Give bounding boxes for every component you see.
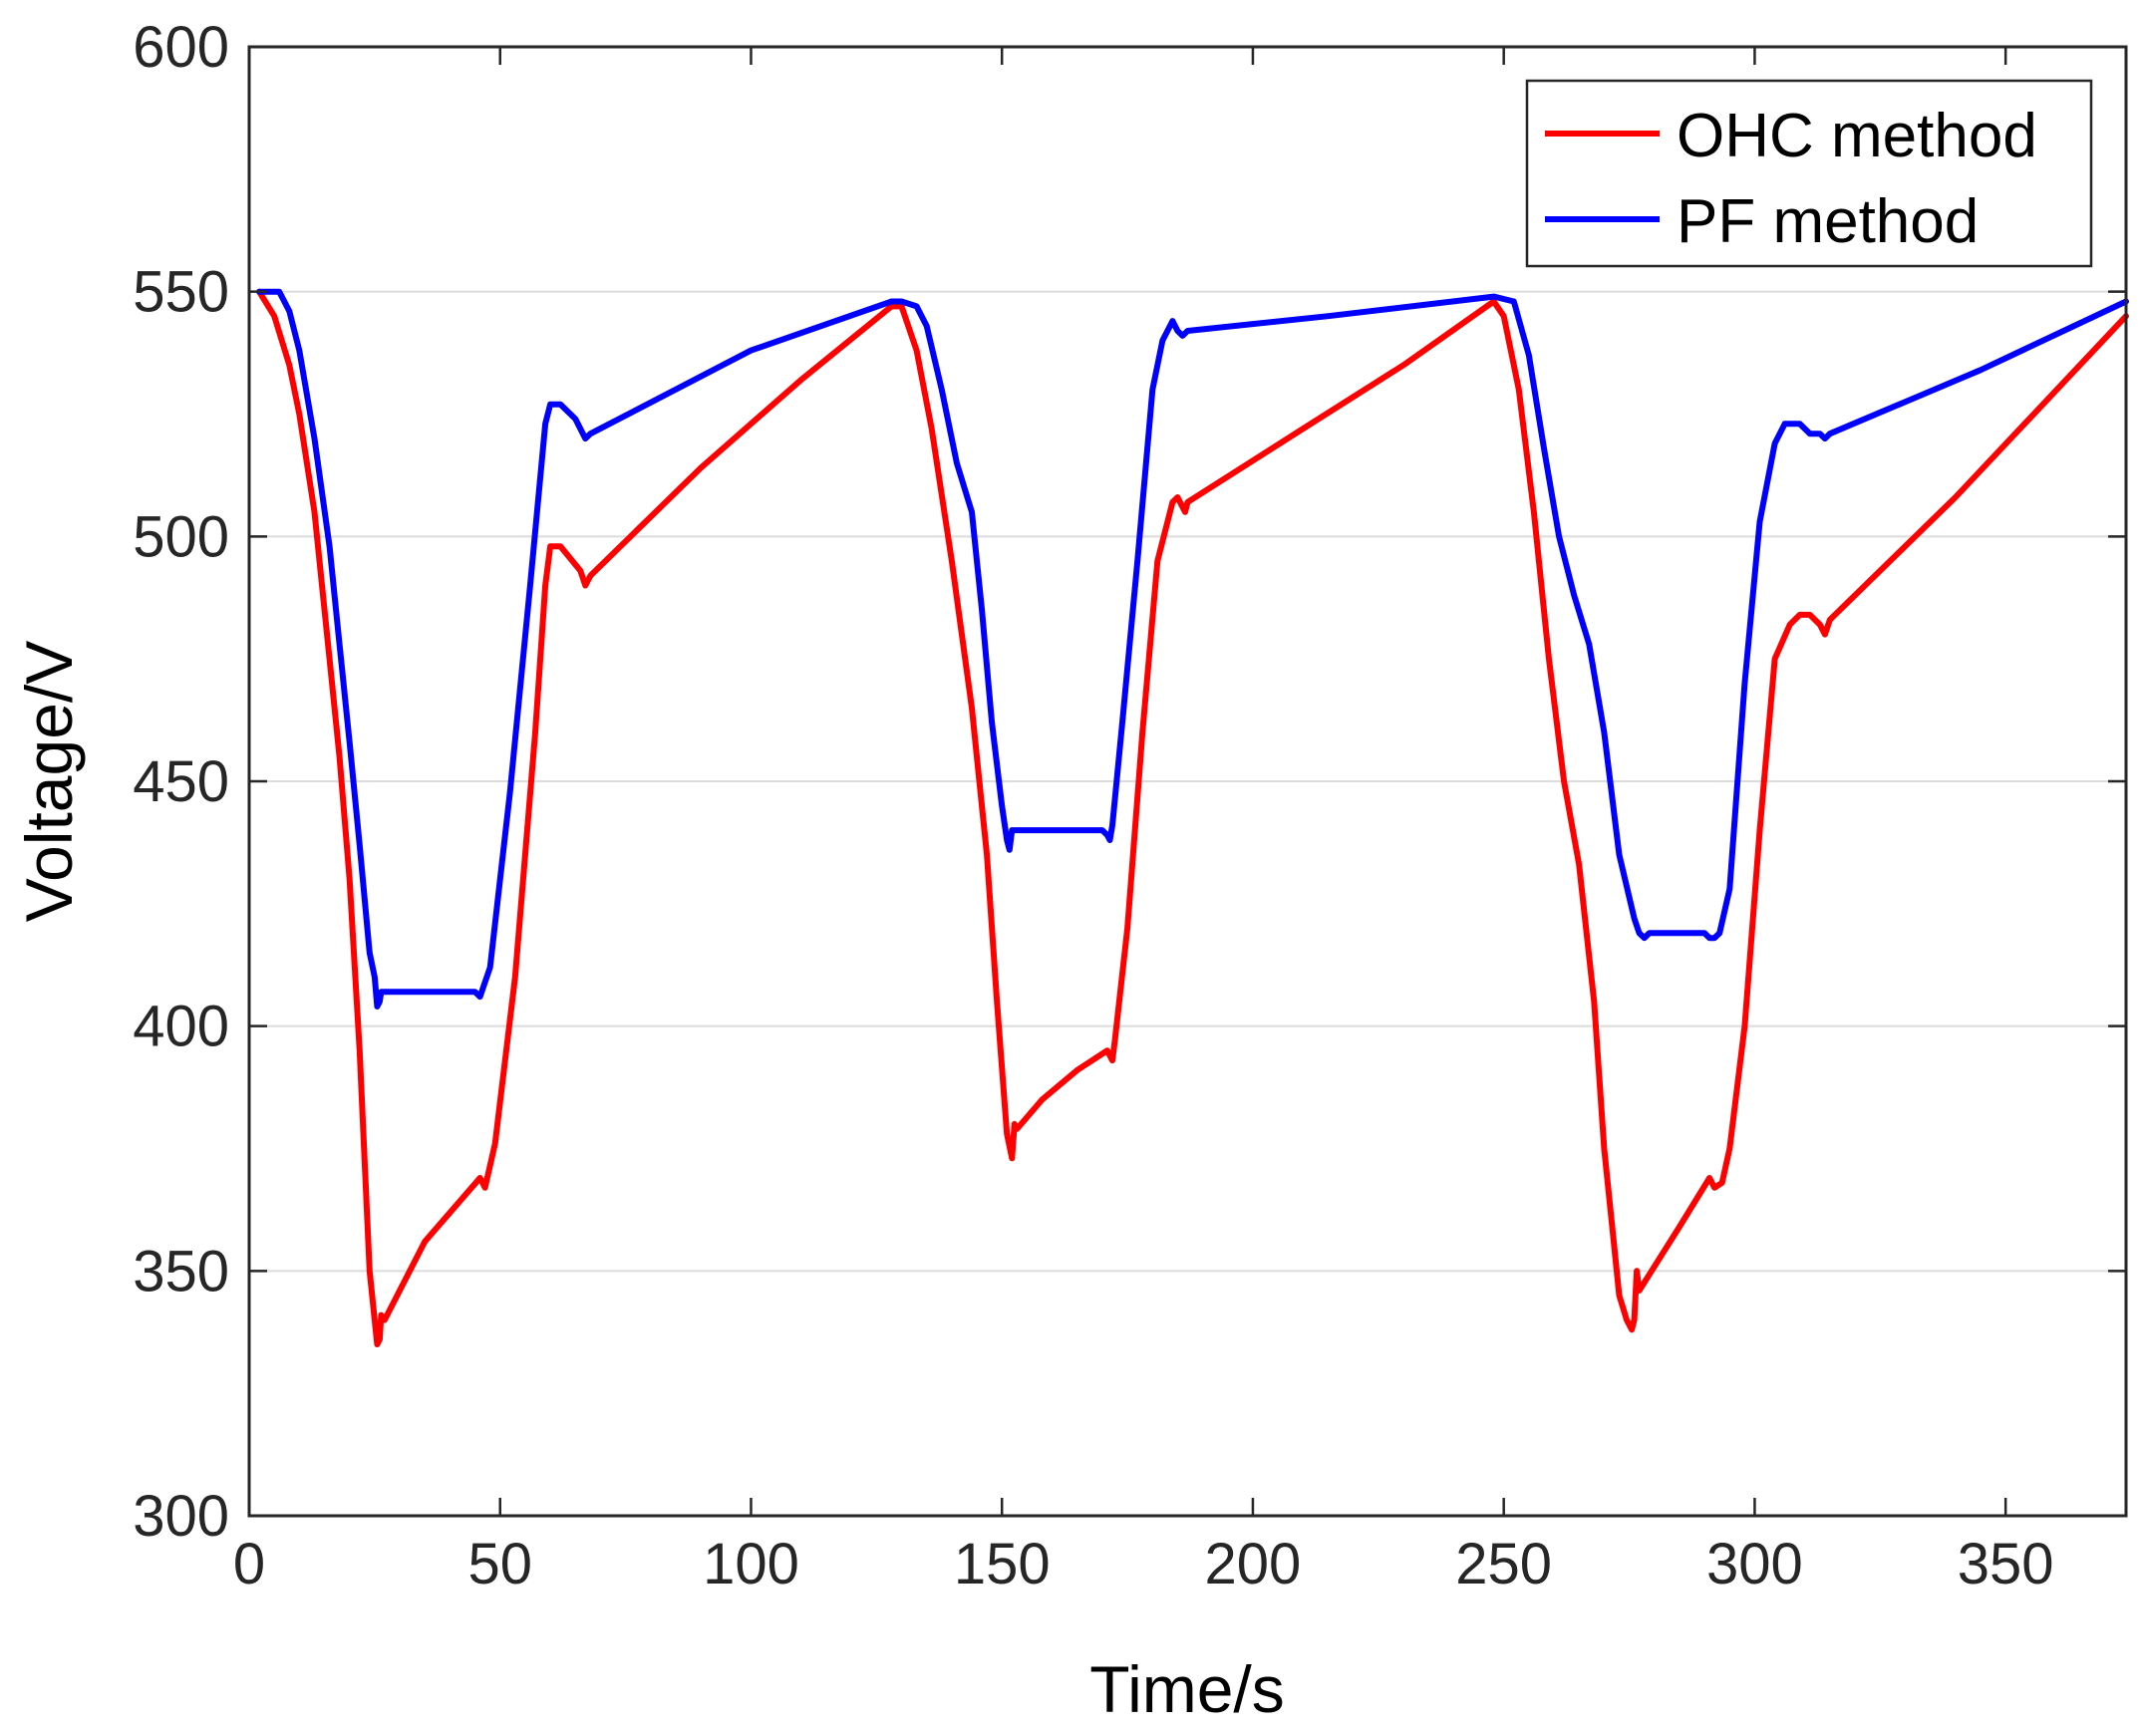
y-tick-label: 500 xyxy=(133,504,229,569)
x-tick-label: 150 xyxy=(954,1532,1051,1596)
x-tick-label: 300 xyxy=(1706,1532,1803,1596)
legend-box xyxy=(1525,79,2093,268)
x-tick-label: 100 xyxy=(703,1532,799,1596)
series-line-pf-method xyxy=(256,288,2129,1010)
y-tick-label: 600 xyxy=(133,15,229,80)
series-line-ohc-method xyxy=(256,288,2129,1347)
x-tick-label: 200 xyxy=(1205,1532,1302,1596)
series-lines xyxy=(256,288,2129,1347)
x-axis-title: Time/s xyxy=(1089,1652,1285,1726)
y-axis-title: Voltage/V xyxy=(12,641,86,923)
legend: OHC method PF method xyxy=(1525,79,2093,268)
y-tick-label: 450 xyxy=(133,749,229,814)
grid-lines xyxy=(249,290,2126,1273)
y-tick-label: 400 xyxy=(133,995,229,1059)
y-tick-label: 350 xyxy=(133,1239,229,1303)
y-tick-label: 550 xyxy=(133,260,229,325)
x-tick-label: 50 xyxy=(467,1532,532,1596)
y-axis-ticks: 300 350 400 450 500 550 600 xyxy=(133,15,2126,1549)
x-tick-label: 350 xyxy=(1958,1532,2054,1596)
x-tick-label: 0 xyxy=(233,1532,265,1596)
legend-label-ohc: OHC method xyxy=(1677,102,2037,170)
y-tick-label: 300 xyxy=(133,1484,229,1549)
x-tick-label: 250 xyxy=(1455,1532,1552,1596)
x-axis-ticks: 0 50 100 150 200 250 300 350 xyxy=(233,47,2054,1596)
legend-label-pf: PF method xyxy=(1677,187,1979,256)
